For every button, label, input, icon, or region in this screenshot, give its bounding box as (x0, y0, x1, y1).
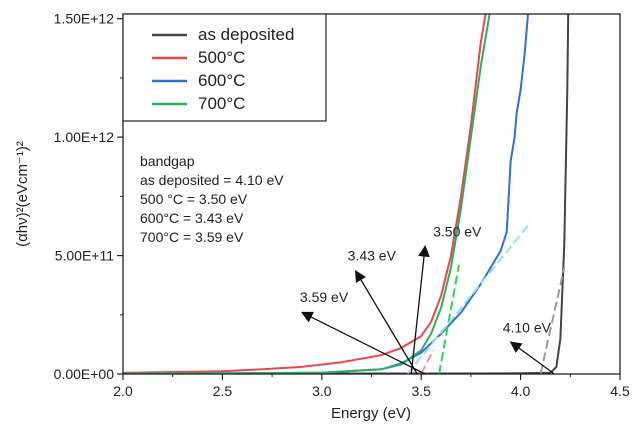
legend: as deposited 500°C 600°C 700°C (122, 13, 327, 122)
bandgap-note-line: 500 °C = 3.50 eV (140, 191, 248, 207)
tangent-line (406, 221, 532, 374)
bandgap-notes: bandgap as deposited = 4.10 eV 500 °C = 3.… (140, 153, 284, 245)
annotation-arrow (410, 244, 430, 375)
axes-layer: 2.0 2.5 3.0 3.5 4.0 4.5 0.00E+00 5.00E+11 1.00E+… (54, 11, 630, 399)
x-axis-title: Energy (eV) (331, 405, 411, 422)
bandgap-note-line: as deposited = 4.10 eV (140, 172, 284, 188)
bandgap-note-line: bandgap (140, 153, 195, 169)
series-line-700c (123, 14, 491, 374)
x-tick-label: 3.5 (411, 383, 431, 399)
annotation-arrow (509, 341, 555, 375)
x-tick-label: 2.0 (113, 383, 133, 399)
annotation-arrow (300, 311, 426, 375)
tangent-layer (406, 221, 566, 374)
annotation-label: 3.43 eV (348, 247, 397, 263)
legend-label-600c: 600°C (198, 71, 245, 90)
annotation-label: 3.59 eV (300, 289, 349, 305)
series-line-500c (123, 14, 487, 374)
x-tick-label: 3.0 (312, 383, 332, 399)
annotations-layer: 3.50 eV 3.43 eV 3.59 eV 4.10 eV (300, 224, 555, 375)
legend-label-500c: 500°C (198, 48, 245, 67)
annotation-arrow (354, 269, 418, 375)
legend-label-700c: 700°C (198, 94, 245, 113)
x-tick-label: 4.5 (610, 383, 630, 399)
x-tick-label: 4.0 (511, 383, 531, 399)
tangent-line (420, 349, 435, 374)
y-tick-label: 1.50E+12 (54, 11, 115, 27)
y-axis-title: (αhν)²(eVcm⁻¹)² (14, 141, 31, 247)
bandgap-note-line: 700°C = 3.59 eV (140, 229, 244, 245)
y-tick-label: 0.00E+00 (54, 366, 115, 382)
bandgap-note-line: 600°C = 3.43 eV (140, 210, 244, 226)
legend-label-as-deposited: as deposited (198, 25, 294, 44)
tangent-line (539, 267, 566, 374)
y-tick-label: 1.00E+12 (54, 129, 115, 145)
y-tick-label: 5.00E+11 (55, 248, 115, 264)
annotation-label: 4.10 eV (503, 320, 552, 336)
x-tick-label: 2.5 (213, 383, 233, 399)
annotation-label: 3.50 eV (433, 224, 482, 240)
tangent-line (438, 264, 460, 374)
